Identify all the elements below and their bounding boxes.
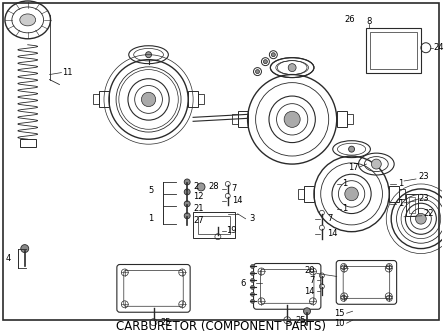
Text: 1: 1: [398, 199, 403, 208]
Text: 4: 4: [5, 254, 11, 263]
Text: CARBURETOR (COMPONENT PARTS): CARBURETOR (COMPONENT PARTS): [116, 320, 326, 333]
Circle shape: [251, 272, 255, 276]
Circle shape: [251, 279, 255, 283]
Text: 7: 7: [310, 276, 315, 285]
Text: 23: 23: [418, 172, 429, 181]
Bar: [298, 189, 304, 199]
Bar: [99, 92, 109, 108]
Text: 22: 22: [424, 209, 434, 218]
Circle shape: [349, 146, 355, 152]
Text: 20: 20: [305, 266, 315, 275]
Circle shape: [271, 53, 275, 57]
Text: 25: 25: [161, 318, 171, 327]
Circle shape: [288, 64, 296, 71]
Circle shape: [251, 265, 255, 269]
Bar: [188, 92, 198, 108]
Text: 1: 1: [148, 214, 153, 223]
Text: 19: 19: [226, 226, 236, 235]
Text: 1: 1: [342, 179, 347, 188]
Text: 27: 27: [193, 216, 204, 225]
Bar: [232, 114, 238, 124]
Text: 2: 2: [193, 182, 198, 191]
Circle shape: [289, 65, 295, 70]
Circle shape: [145, 52, 152, 58]
Circle shape: [141, 92, 156, 107]
Circle shape: [21, 244, 29, 253]
Ellipse shape: [20, 14, 36, 26]
Circle shape: [284, 111, 300, 127]
Circle shape: [256, 69, 260, 73]
Bar: [337, 111, 347, 127]
Circle shape: [184, 201, 190, 207]
Text: 5: 5: [148, 186, 153, 195]
Text: 14: 14: [327, 229, 337, 238]
Bar: [399, 189, 405, 199]
Circle shape: [184, 189, 190, 195]
Circle shape: [416, 213, 426, 224]
Circle shape: [345, 187, 358, 201]
Text: 26: 26: [344, 15, 355, 24]
Bar: [193, 212, 235, 238]
Bar: [198, 216, 230, 234]
Circle shape: [304, 308, 310, 315]
Text: 3: 3: [250, 214, 255, 223]
Text: 25: 25: [295, 316, 306, 325]
Text: 12: 12: [193, 192, 204, 201]
Circle shape: [264, 60, 268, 64]
Bar: [406, 194, 418, 216]
Circle shape: [251, 285, 255, 289]
Bar: [347, 114, 353, 124]
Text: 14: 14: [232, 196, 242, 205]
Text: 6: 6: [240, 279, 246, 288]
Bar: [367, 28, 421, 72]
Text: 14: 14: [305, 287, 315, 296]
Text: 21: 21: [193, 204, 204, 213]
Text: 1: 1: [398, 179, 403, 188]
Bar: [304, 186, 314, 202]
Text: 7: 7: [232, 184, 237, 193]
Circle shape: [197, 183, 205, 191]
Text: 24: 24: [434, 43, 444, 52]
Text: 7: 7: [327, 214, 332, 223]
Text: 28: 28: [208, 182, 219, 191]
Text: 11: 11: [62, 68, 73, 77]
Text: 1: 1: [342, 204, 347, 213]
Text: 10: 10: [334, 319, 345, 328]
Bar: [20, 139, 36, 147]
Bar: [389, 186, 399, 202]
Text: 8: 8: [367, 17, 372, 26]
Bar: [198, 95, 204, 105]
Circle shape: [372, 159, 381, 169]
Circle shape: [184, 179, 190, 185]
Bar: [409, 197, 415, 213]
Bar: [93, 95, 99, 105]
Text: 23: 23: [418, 194, 429, 203]
Text: 15: 15: [334, 309, 345, 318]
Circle shape: [251, 292, 255, 296]
Circle shape: [184, 213, 190, 219]
Bar: [238, 111, 248, 127]
Bar: [370, 32, 417, 68]
Circle shape: [251, 299, 255, 303]
Text: 17: 17: [348, 163, 359, 172]
